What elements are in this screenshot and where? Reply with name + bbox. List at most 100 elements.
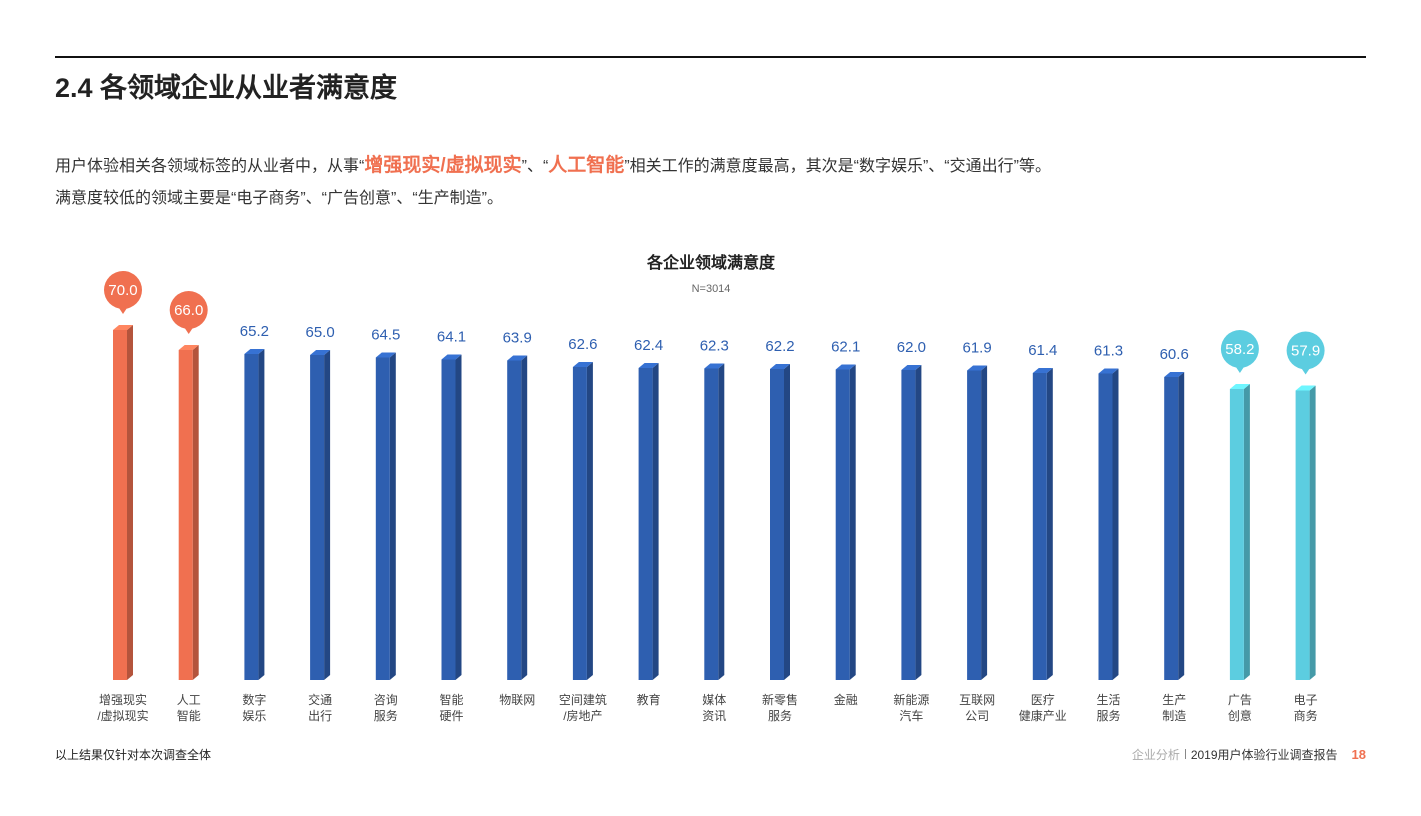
bar-side (258, 349, 265, 680)
bar (441, 359, 456, 680)
bar-top (967, 365, 988, 371)
bar-top (901, 365, 922, 370)
header-rule (55, 56, 1366, 58)
footer-section: 企业分析 (1131, 748, 1180, 762)
bar-side (455, 354, 462, 680)
bar-top (441, 354, 462, 360)
bar-top (1229, 384, 1250, 389)
bar-side (1309, 385, 1316, 680)
bar (1032, 373, 1047, 680)
value-label: 62.3 (700, 337, 729, 354)
bar-side (127, 325, 133, 680)
value-label: 57.9 (1291, 342, 1320, 359)
x-tick-label: /虚拟现实 (97, 708, 148, 723)
bar (770, 369, 784, 680)
bar-side (849, 364, 856, 680)
bar-top (704, 363, 725, 369)
bubble (169, 291, 208, 329)
bar-top (375, 352, 396, 358)
value-label: 62.2 (765, 338, 794, 355)
bar (572, 367, 587, 680)
bar (1229, 389, 1244, 680)
intro-text: 用户体验相关各领域标签的从业者中，从事“ (55, 158, 365, 175)
chart-subtitle: N=3014 (692, 283, 731, 295)
bar-side (784, 364, 790, 680)
x-tick-label: 创意 (1228, 708, 1252, 723)
value-label: 65.2 (240, 323, 269, 340)
bar (1164, 377, 1179, 680)
intro-highlight: 增强现实/虚拟现实 (364, 155, 522, 176)
bar-top (1295, 385, 1316, 391)
bar (375, 357, 390, 680)
bar-side (981, 365, 988, 680)
x-tick-label: 资讯 (702, 709, 726, 723)
intro-highlight: 人工智能 (548, 155, 625, 176)
bar-side (586, 362, 593, 680)
x-tick-label: 教育 (637, 692, 661, 707)
value-label: 61.4 (1028, 342, 1057, 359)
intro-line: 用户体验相关各领域标签的从业者中，从事“增强现实/虚拟现实”、“人工智能”相关工… (55, 150, 1051, 177)
x-tick-label: 智能 (439, 692, 463, 707)
bar-side (192, 345, 199, 680)
bubble (1220, 330, 1259, 368)
bar-top (835, 364, 856, 370)
bar (507, 360, 522, 680)
chart-title: 各企业领域满意度 (646, 253, 776, 272)
x-tick-label: /房地产 (563, 708, 602, 723)
x-tick-label: 出行 (308, 709, 332, 723)
page-title: 2.4 各领域企业从业者满意度 (55, 73, 398, 103)
footer-report: 2019用户体验行业调查报告 (1190, 748, 1338, 762)
value-label: 61.9 (962, 339, 991, 356)
bar-top (770, 364, 790, 369)
bar-side (324, 350, 331, 680)
bar-top (310, 350, 331, 355)
x-tick-label: 服务 (768, 708, 792, 723)
intro-line: 满意度较低的领域主要是“电子商务”、“广告创意”、“生产制造”。 (55, 190, 503, 207)
bar (704, 368, 719, 680)
bar-top (638, 363, 659, 368)
bar (901, 370, 916, 680)
bar-top (572, 362, 593, 367)
x-tick-label: 制造 (1162, 709, 1186, 723)
x-tick-label: 数字 (242, 692, 266, 707)
x-tick-label: 增强现实 (99, 692, 147, 707)
value-label: 60.6 (1160, 346, 1189, 363)
bubble (1286, 331, 1325, 370)
x-tick-label: 电子 (1294, 693, 1318, 707)
bar-side (915, 365, 922, 680)
x-tick-label: 广告 (1228, 693, 1252, 707)
x-tick-label: 智能 (177, 708, 201, 723)
bar (310, 355, 325, 680)
bar-top (244, 349, 265, 354)
value-label: 65.0 (305, 324, 334, 341)
x-tick-label: 人工 (177, 693, 201, 707)
x-tick-label: 汽车 (899, 708, 923, 723)
bar-side (1178, 372, 1185, 680)
x-tick-label: 金融 (834, 692, 858, 707)
bar (638, 368, 653, 680)
value-label: 66.0 (174, 302, 203, 319)
x-tick-label: 交通 (308, 692, 332, 707)
footer-divider (1184, 749, 1186, 759)
x-tick-label: 互联网 (959, 693, 995, 707)
intro-text: ”相关工作的满意度最高，其次是“数字娱乐”、“交通出行”等。 (624, 158, 1051, 175)
bar-top (507, 355, 528, 361)
x-tick-label: 咨询 (374, 692, 398, 707)
x-tick-label: 新零售 (762, 692, 798, 707)
x-tick-label: 健康产业 (1019, 708, 1067, 723)
bar-side (1243, 384, 1250, 680)
bar (113, 330, 127, 680)
x-tick-label: 商务 (1294, 708, 1318, 723)
x-tick-label: 娱乐 (242, 709, 266, 723)
bar (967, 370, 982, 680)
bar-top (1164, 372, 1185, 377)
x-tick-label: 生产 (1162, 693, 1186, 707)
bar-side (1046, 368, 1053, 680)
value-label: 61.3 (1094, 342, 1123, 359)
bar (1098, 373, 1113, 680)
bar (1295, 390, 1310, 680)
bar (244, 354, 259, 680)
bar-top (1098, 368, 1119, 374)
value-label: 62.1 (831, 338, 860, 355)
